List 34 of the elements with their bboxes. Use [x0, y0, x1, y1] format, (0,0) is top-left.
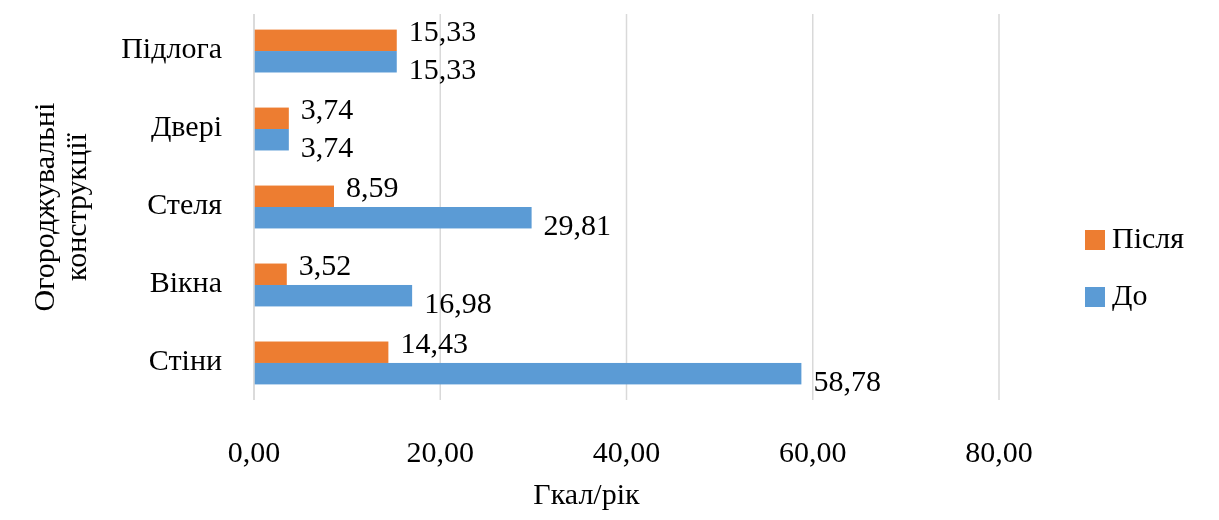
y-axis-title: Огороджувальні конструкції	[27, 102, 92, 312]
data-label: 15,33	[408, 14, 477, 48]
bar	[254, 263, 287, 285]
bar	[254, 129, 289, 151]
y-tick-label: Підлога	[121, 30, 222, 64]
data-label: 3,74	[300, 129, 354, 163]
data-label: 14,43	[400, 326, 468, 360]
legend-label: Після	[1112, 220, 1185, 254]
x-tick-label: 60,00	[779, 434, 847, 468]
bar	[254, 107, 289, 130]
y-tick-label: Стіни	[148, 342, 222, 376]
x-axis-title: Гкал/рік	[533, 476, 641, 510]
x-tick-label: 40,00	[592, 434, 661, 468]
data-label: 3,52	[298, 248, 352, 282]
data-label: 29,81	[543, 207, 612, 241]
y-tick-label: Вікна	[149, 264, 222, 298]
bar	[254, 51, 397, 73]
data-label: 15,33	[408, 51, 477, 85]
y-tick-label: Двері	[150, 108, 222, 142]
bar	[254, 185, 334, 207]
data-label: 58,78	[813, 363, 881, 397]
x-tick-label: 0,00	[227, 434, 281, 468]
x-tick-label: 20,00	[406, 434, 474, 468]
bar	[254, 284, 413, 307]
bar	[254, 341, 389, 363]
legend-label: До	[1112, 277, 1148, 311]
x-tick-label: 80,00	[965, 434, 1033, 468]
bar	[254, 29, 397, 52]
data-label: 16,98	[424, 285, 492, 319]
data-label: 3,74	[300, 92, 354, 126]
bar	[254, 207, 532, 229]
y-tick-label: Стеля	[147, 186, 223, 220]
data-label: 8,59	[345, 170, 399, 204]
bar	[254, 362, 802, 385]
